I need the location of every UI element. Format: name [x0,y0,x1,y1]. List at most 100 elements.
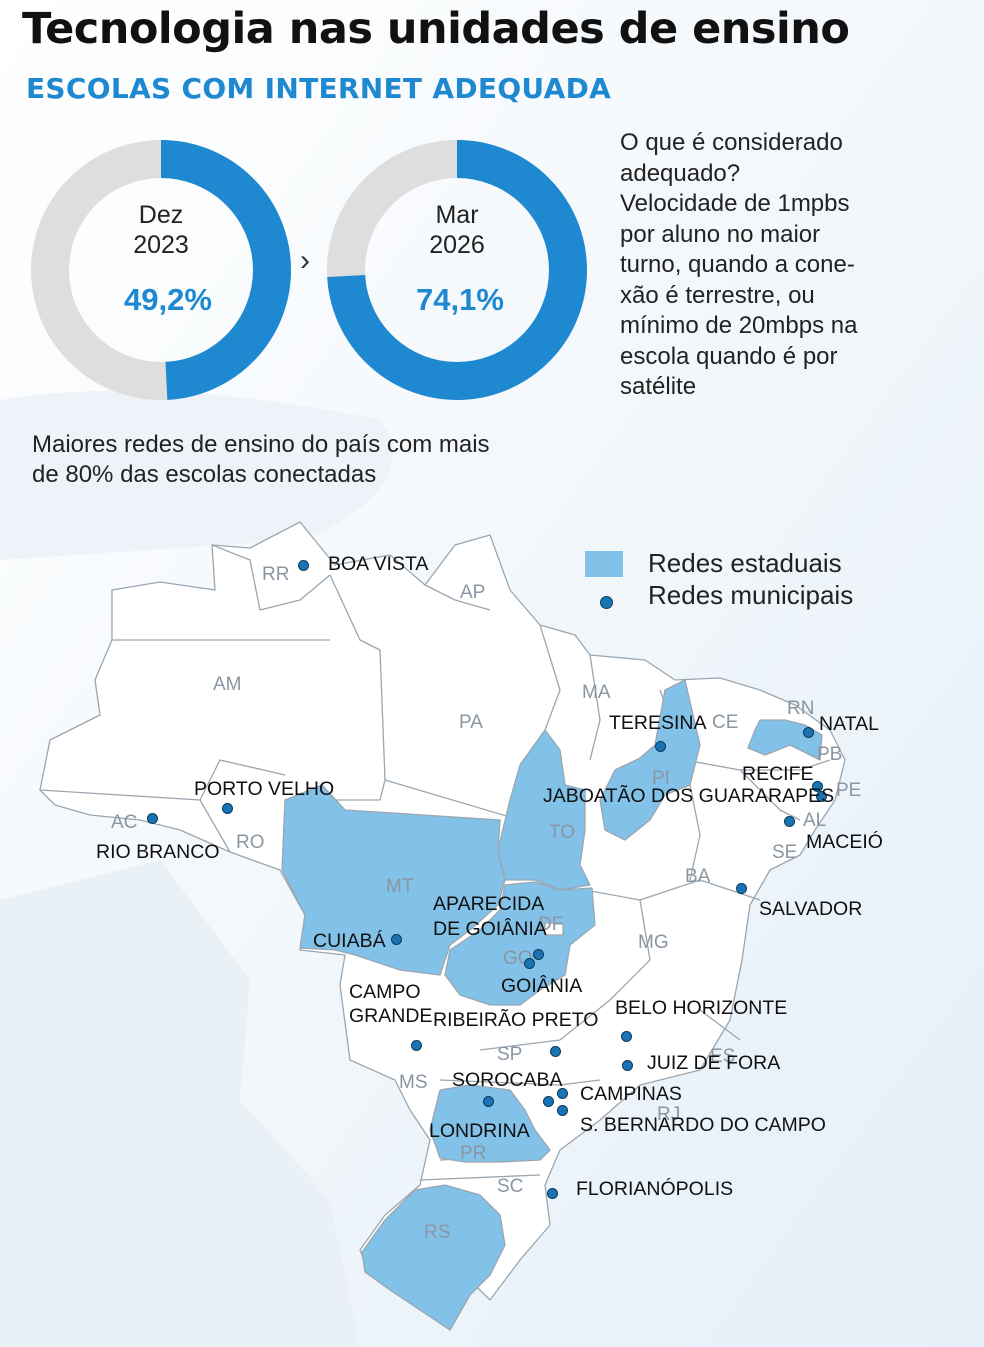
uf-label-pb: PB [817,744,843,765]
city-dot-porto-velho [222,803,233,814]
state-network-to [497,729,591,891]
uf-label-rr: RR [262,564,290,585]
city-label-jaboatao: JABOATÃO DOS GUARARAPES [543,785,835,807]
donut-period-line2: 2026 [429,231,485,259]
city-label-sbc: S. BERNARDO DO CAMPO [580,1114,826,1136]
definition-line: O que é considerado [620,129,843,156]
uf-label-pi: PI [652,768,670,789]
page-title: Tecnologia nas unidades de ensino [22,4,850,54]
uf-label-rs: RS [424,1222,451,1243]
page-subtitle: ESCOLAS COM INTERNET ADEQUADA [26,72,612,105]
lead-line: Maiores redes de ensino do país com mais [32,431,490,458]
uf-label-am: AM [213,674,242,695]
city-dot-belo-horizonte [621,1031,632,1042]
city-dot-maceio [784,816,795,827]
city-label-campo-grande-2: GRANDE [349,1005,433,1027]
definition-line: turno, quando a cone- [620,251,855,278]
state-network-go [444,881,596,1006]
uf-label-ac: AC [111,812,138,833]
legend-state-label: Redes estaduais [648,548,842,578]
donut-period-dez: Dez 2023 [81,200,241,260]
city-dot-ribeirao-preto [550,1046,561,1057]
city-label-juiz-de-fora: JUIZ DE FORA [647,1052,781,1074]
uf-label-ba: BA [685,866,711,887]
uf-label-al: AL [803,810,827,831]
legend-municipal-label: Redes municipais [648,580,854,610]
city-dot-goiania [524,958,535,969]
chevron-right-icon: › [300,244,310,277]
uf-label-ce: CE [712,712,739,733]
city-dot-londrina [483,1096,494,1107]
donut-period-mar: Mar 2026 [377,200,537,260]
uf-label-es: ES [710,1046,736,1067]
city-dot-campo-grande [411,1040,422,1051]
city-label-goiania: GOIÂNIA [501,975,583,997]
city-label-maceio: MACEIÓ [806,831,883,853]
city-label-aparecida-1: APARECIDA [433,893,545,915]
uf-label-se: SE [772,842,798,863]
uf-label-df: DF [538,914,564,935]
uf-label-pr: PR [460,1143,487,1164]
city-label-natal: NATAL [819,713,879,735]
city-label-rio-branco: RIO BRANCO [96,841,220,863]
definition-line: adequado? [620,159,741,187]
uf-label-ro: RO [236,832,265,853]
definition-text: O que é considerado adequado? Velocidade… [620,128,920,403]
uf-label-sp: SP [497,1044,523,1065]
definition-line: escola quando é por [620,342,838,370]
city-dot-boa-vista [298,560,309,571]
city-label-porto-velho: PORTO VELHO [194,778,335,800]
lead-line: de 80% das escolas conectadas [32,461,377,488]
city-label-campinas: CAMPINAS [580,1083,682,1105]
city-label-campo-grande-1: CAMPO [349,981,421,1003]
uf-label-ma: MA [582,682,611,703]
uf-label-pa: PA [459,712,483,733]
city-label-sorocaba: SOROCABA [452,1069,563,1091]
uf-label-rj: RJ [657,1104,681,1125]
city-label-salvador: SALVADOR [759,898,863,920]
state-borders [39,544,831,1181]
state-network-rs [361,1184,506,1331]
city-label-aparecida-2: DE GOIÂNIA [433,918,547,940]
state-df [544,922,564,936]
city-label-boa-vista: BOA VISTA [328,553,429,575]
city-dot-salvador [736,883,747,894]
state-network-pi [599,679,701,841]
definition-line: xão é terrestre, ou [620,281,815,309]
donut-period-line1: Mar [435,201,479,229]
uf-label-to: TO [549,822,576,843]
continent-shadow-north [0,390,393,560]
city-label-florianopolis: FLORIANÓPOLIS [576,1178,734,1200]
donut-value-dez: 49,2% [124,282,212,317]
city-label-cuiaba: CUIABÁ [313,930,386,952]
uf-label-ms: MS [399,1072,428,1093]
city-label-londrina: LONDRINA [429,1120,530,1142]
donut-period-line1: Dez [138,201,184,229]
continent-shadow-south [0,860,360,1347]
city-label-ribeirao-preto: RIBEIRÃO PRETO [433,1009,599,1031]
city-dot-florianopolis [547,1188,558,1199]
city-dot-cuiaba [391,934,402,945]
donut-chart-dez-2023 [31,140,291,400]
definition-line: por aluno no maior [620,220,821,248]
map-lead-text: Maiores redes de ensino do país com mais… [32,430,632,490]
uf-label-sc: SC [497,1176,524,1197]
donut-arc [327,140,587,400]
city-dot-rio-branco [147,813,158,824]
legend-municipal-dot [600,596,613,609]
uf-label-mg: MG [638,932,669,953]
state-network-pr [429,1084,551,1163]
definition-line: Velocidade de 1mpbs [620,190,850,217]
city-dot-natal [803,727,814,738]
donut-chart-mar-2026 [327,140,587,400]
city-dot-jaboatao [816,791,827,802]
city-dot-juiz-de-fora [622,1060,633,1071]
city-dot-sbc [557,1105,568,1116]
city-dot-sorocaba [543,1096,554,1107]
city-label-belo-horizonte: BELO HORIZONTE [615,997,788,1019]
donut-arc [31,140,291,400]
city-dot-campinas [557,1088,568,1099]
city-dot-teresina [655,741,666,752]
city-label-recife: RECIFE [742,763,814,785]
